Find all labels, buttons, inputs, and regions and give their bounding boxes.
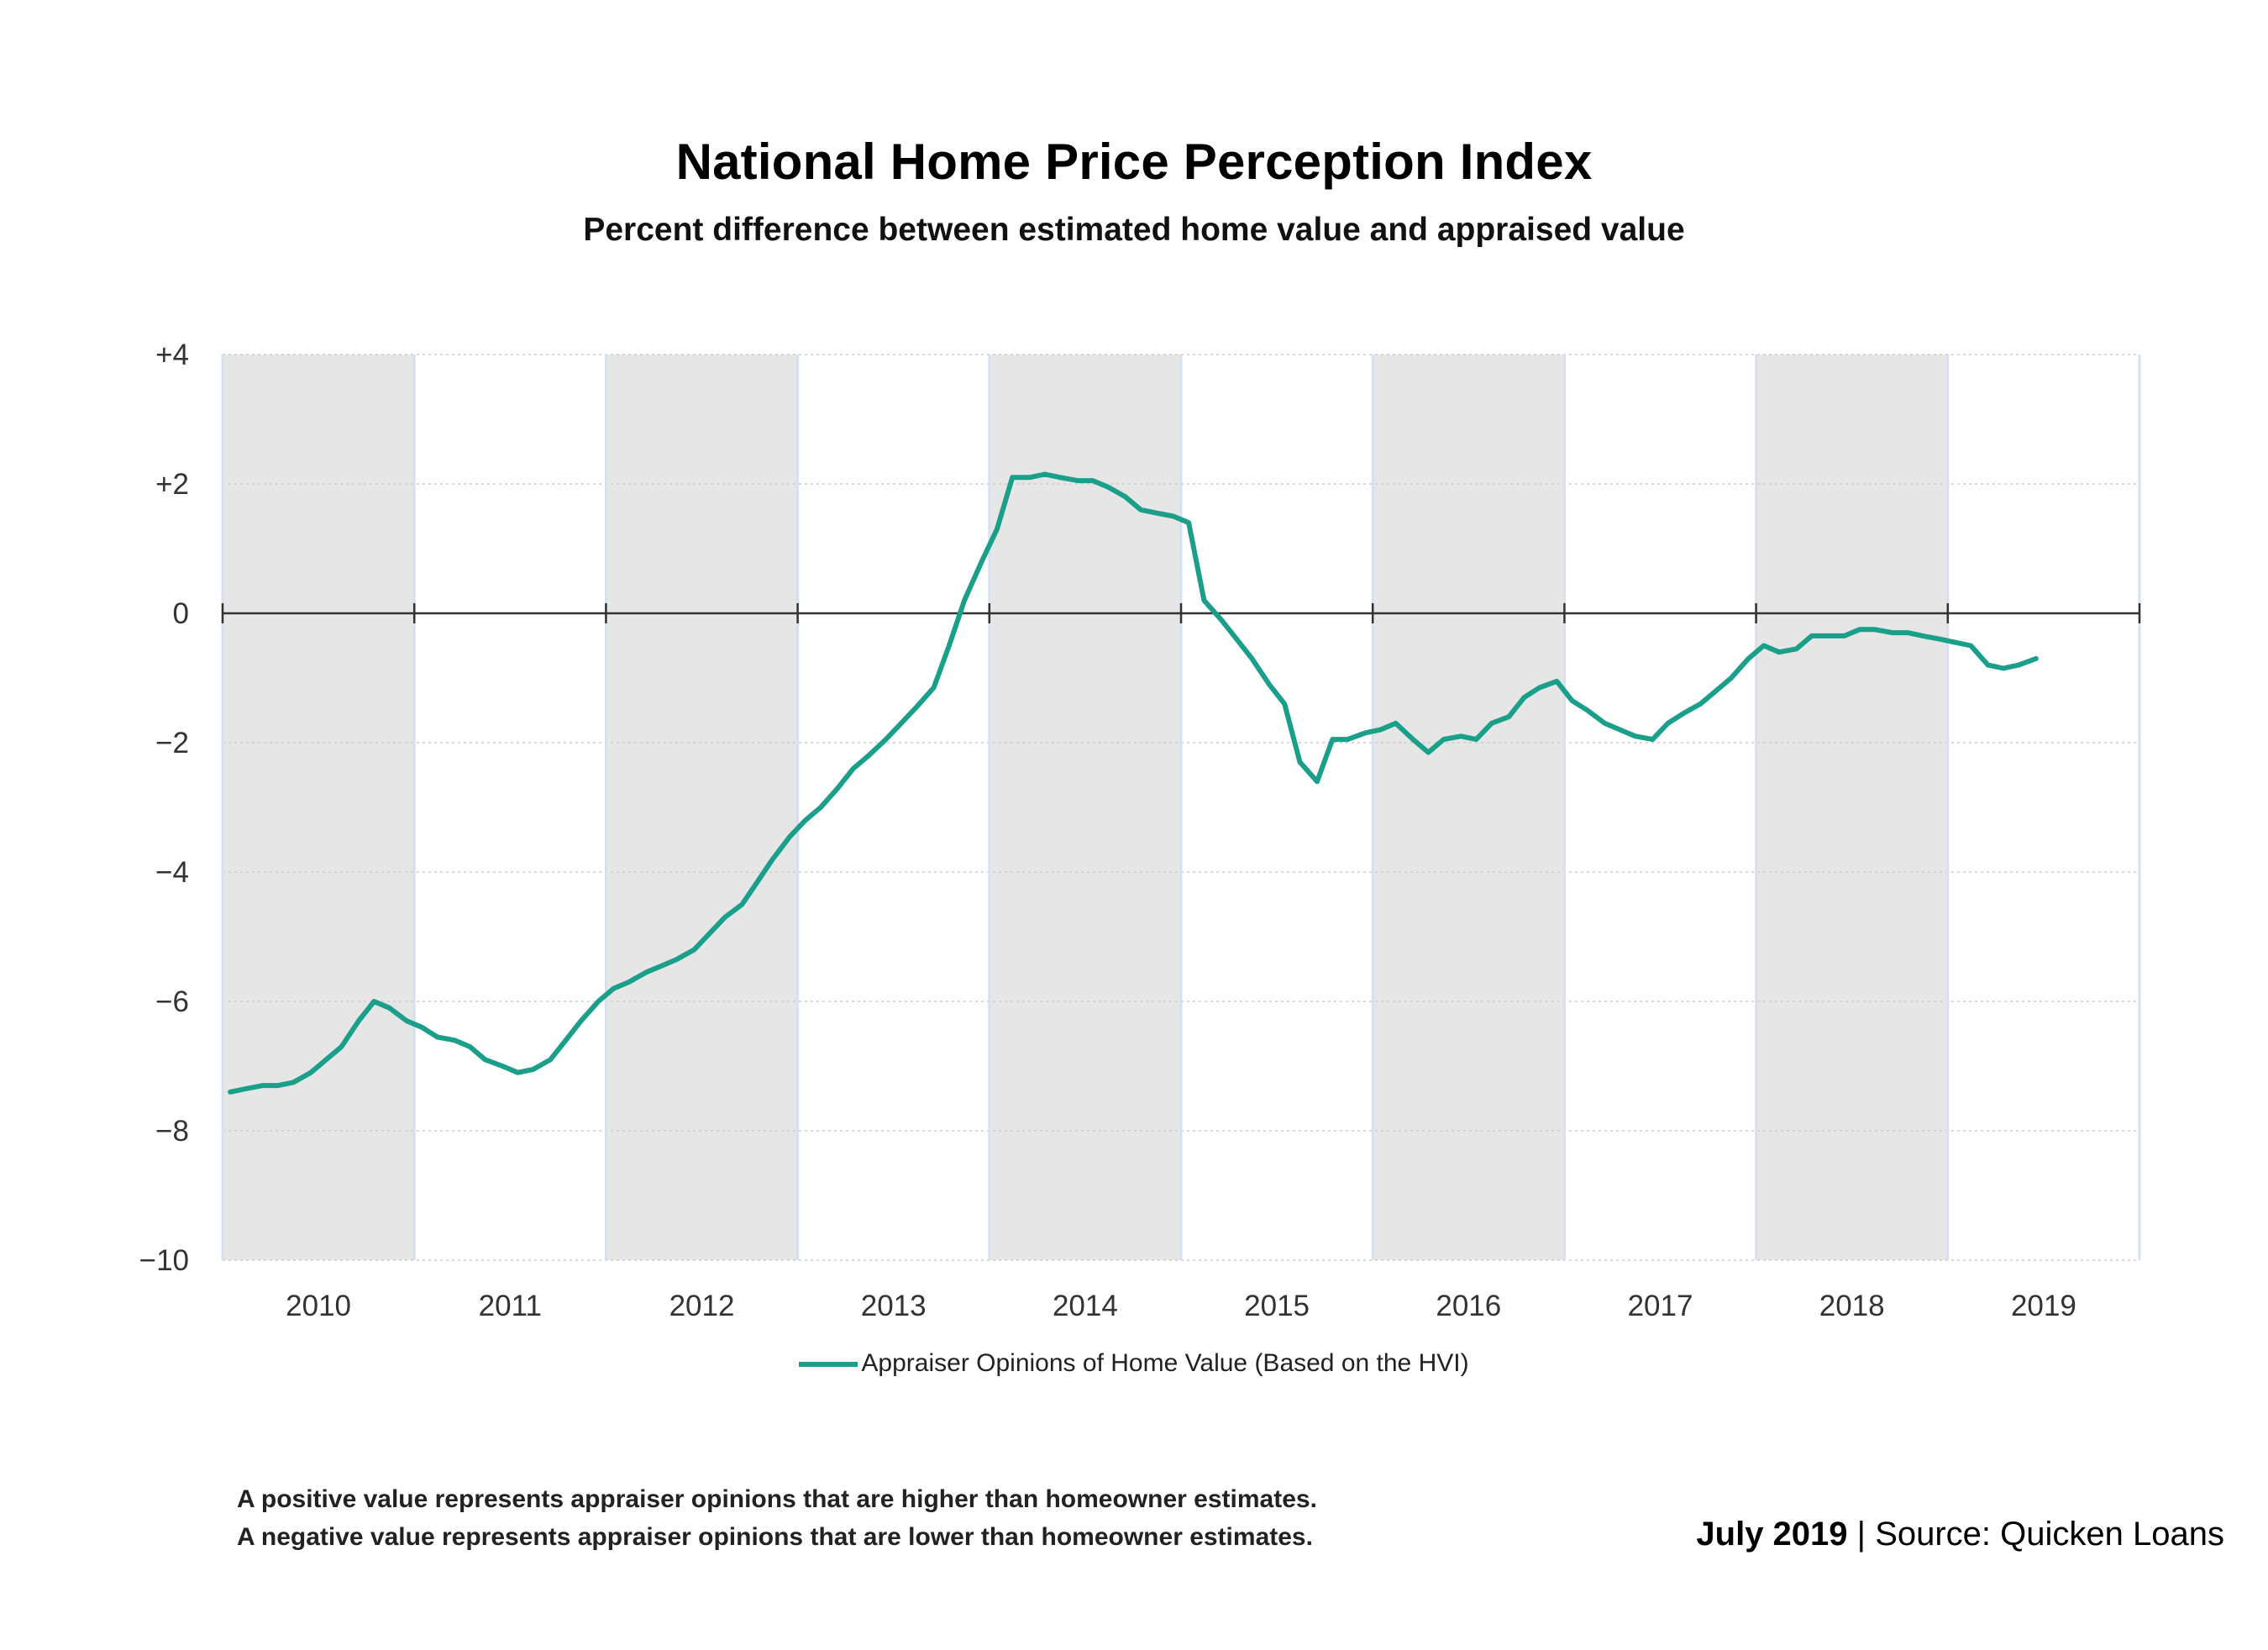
- source-separator: |: [1856, 1516, 1866, 1553]
- source-date: July 2019: [1696, 1516, 1848, 1553]
- band-2012: [606, 355, 798, 1260]
- x-tick-label: 2018: [1819, 1290, 1885, 1322]
- x-axis-ticks: 2010 2011 2012 2013 2014 2015 2016 2017 2018 2019: [286, 1290, 2076, 1322]
- y-tick-label: −8: [155, 1115, 189, 1148]
- chart-subtitle: Percent difference between estimated hom…: [583, 212, 1685, 248]
- y-tick-label: −2: [155, 727, 189, 759]
- x-tick-label: 2019: [2011, 1290, 2076, 1322]
- band-2010: [223, 355, 415, 1260]
- series-line-0: [228, 471, 2039, 1095]
- legend-swatch: [799, 1362, 858, 1368]
- x-tick-label: 2012: [669, 1290, 735, 1322]
- x-tick-label: 2014: [1053, 1290, 1118, 1322]
- x-tick-label: 2017: [1628, 1290, 1693, 1322]
- zero-axis: [221, 603, 2141, 623]
- note-negative: A negative value represents appraiser op…: [237, 1523, 1313, 1551]
- x-tick-label: 2015: [1244, 1290, 1310, 1322]
- y-tick-label: −4: [155, 856, 189, 889]
- y-tick-label: −10: [139, 1244, 189, 1277]
- legend-label: Appraiser Opinions of Home Value (Based …: [861, 1349, 1469, 1377]
- band-2018: [1756, 355, 1948, 1260]
- x-tick-label: 2010: [286, 1290, 351, 1322]
- y-tick-label: +2: [155, 468, 189, 501]
- y-axis-ticks: +4 +2 0 −2 −4 −6 −8 −10: [139, 339, 189, 1277]
- source-line: July 2019 | Source: Quicken Loans: [1696, 1516, 2224, 1553]
- y-tick-label: −6: [155, 985, 189, 1018]
- gridlines: [221, 354, 2141, 1261]
- x-tick-label: 2016: [1436, 1290, 1501, 1322]
- band-2014: [989, 355, 1181, 1260]
- band-2016: [1373, 355, 1565, 1260]
- series-lines: [228, 471, 2039, 1095]
- y-tick-label: 0: [173, 597, 189, 630]
- y-tick-label: +4: [155, 339, 189, 371]
- note-positive: A positive value represents appraiser op…: [237, 1485, 1317, 1513]
- legend: Appraiser Opinions of Home Value (Based …: [0, 1349, 2268, 1378]
- x-tick-label: 2013: [861, 1290, 927, 1322]
- chart-title: National Home Price Perception Index: [675, 134, 1593, 190]
- x-tick-label: 2011: [479, 1290, 542, 1322]
- source-text: Source: Quicken Loans: [1875, 1516, 2224, 1553]
- year-bands: [223, 355, 1948, 1260]
